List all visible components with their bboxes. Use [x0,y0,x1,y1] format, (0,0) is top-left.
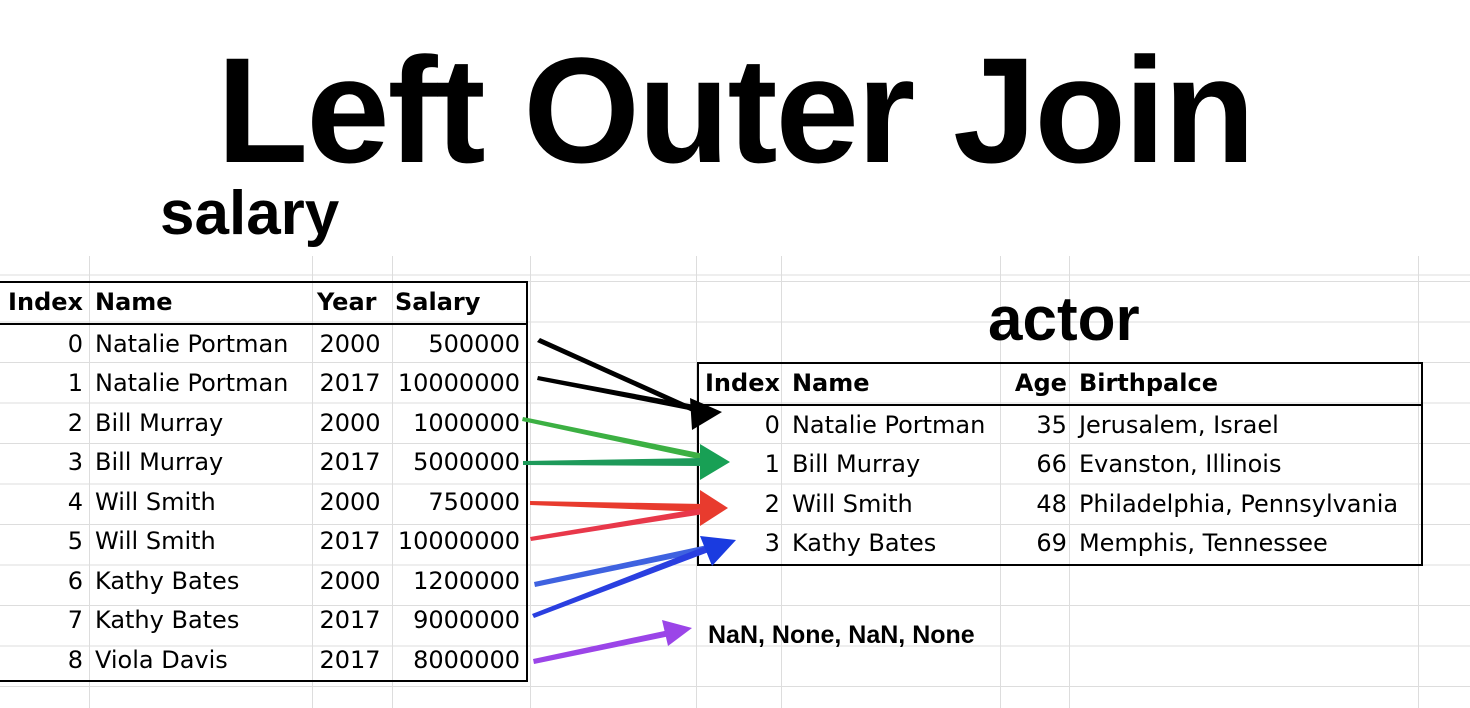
salary-header-index: Index [8,288,83,316]
salary-table-label: salary [160,179,340,248]
salary-row: 4 Will Smith 2000 750000 [0,483,527,523]
arrow-salary-2-to-actor-1 [522,417,704,460]
salary-cell-salary: 5000000 [413,448,520,476]
actor-header-row: Index Name Age Birthpalce [698,363,1422,405]
page-title: Left Outer Join [216,26,1256,194]
salary-cell-name: Kathy Bates [95,606,240,634]
salary-cell-salary: 9000000 [413,606,520,634]
actor-cell-age: 48 [1036,489,1067,518]
actor-header-age: Age [1014,369,1067,397]
salary-header-year: Year [317,288,377,316]
arrowhead-actor-3 [700,536,736,566]
actor-cell-index: 3 [764,529,780,557]
actor-row: 1 Bill Murray 66 Evanston, Illinois [698,445,1422,485]
actor-cell-index: 1 [764,450,780,478]
salary-cell-index: 2 [67,408,83,437]
salary-row: 7 Kathy Bates 2017 9000000 [0,601,527,641]
arrow-salary-7-to-actor-3 [532,544,714,618]
actor-cell-name: Natalie Portman [791,410,986,439]
actor-header-index: Index [705,369,780,397]
actor-cell-name: Kathy Bates [791,529,937,557]
actor-header-birthplace: Birthpalce [1078,369,1218,397]
salary-cell-name: Kathy Bates [95,566,240,595]
salary-cell-salary: 8000000 [413,645,520,674]
arrow-salary-8-to-no-match [533,630,670,664]
arrowhead-actor-0 [690,398,722,430]
salary-row: 2 Bill Murray 2000 1000000 [0,404,527,444]
actor-cell-name: Bill Murray [791,450,921,478]
actor-cell-index: 2 [764,489,780,518]
salary-cell-name: Natalie Portman [95,329,289,358]
salary-cell-index: 3 [67,448,83,476]
salary-cell-name: Bill Murray [95,448,224,476]
salary-cell-name: Will Smith [95,527,216,555]
salary-row: 3 Bill Murray 2017 5000000 [0,443,527,483]
salary-cell-index: 6 [67,566,83,595]
salary-row: 0 Natalie Portman 2000 500000 [0,324,527,365]
salary-header-row: Index Name Year Salary [0,282,527,324]
actor-header-name: Name [791,369,870,397]
salary-cell-year: 2000 [319,487,381,516]
actor-cell-index: 0 [764,410,780,439]
actor-cell-age: 66 [1036,450,1067,478]
arrow-salary-5-to-actor-2 [530,508,704,541]
salary-cell-index: 0 [67,329,83,358]
actor-cell-birthplace: Philadelphia, Pennsylvania [1078,489,1399,518]
salary-cell-year: 2000 [319,329,381,358]
arrow-salary-4-to-actor-2 [530,501,704,512]
arrow-salary-3-to-actor-1 [523,458,703,466]
salary-cell-year: 2000 [319,408,381,437]
salary-row: 6 Kathy Bates 2000 1200000 [0,562,527,602]
salary-cell-year: 2017 [319,527,381,555]
no-match-label: NaN, None, NaN, None [708,621,975,649]
salary-cell-index: 1 [67,369,83,397]
salary-cell-year: 2000 [319,566,381,595]
actor-table-label: actor [988,285,1140,354]
salary-row: 1 Natalie Portman 2017 10000000 [0,364,527,404]
actor-table: Index Name Age Birthpalce 0 Natalie Portm… [697,362,1423,566]
salary-row: 5 Will Smith 2017 10000000 [0,522,527,562]
salary-cell-salary: 500000 [428,329,520,358]
actor-row: 0 Natalie Portman 35 Jerusalem, Israel [698,405,1422,446]
actor-cell-birthplace: Evanston, Illinois [1078,450,1282,478]
arrow-salary-1-to-actor-0 [537,376,700,412]
salary-header-salary: Salary [395,288,481,316]
actor-cell-age: 35 [1036,410,1067,439]
arrowhead-actor-2 [700,490,728,526]
arrow-salary-6-to-actor-3 [534,544,714,587]
actor-cell-name: Will Smith [791,489,913,518]
salary-cell-name: Natalie Portman [95,369,289,397]
salary-cell-index: 7 [67,606,83,634]
salary-cell-name: Bill Murray [95,408,224,437]
salary-cell-salary: 1200000 [413,566,520,595]
salary-cell-salary: 1000000 [413,408,520,437]
salary-cell-index: 4 [67,487,83,516]
actor-cell-age: 69 [1036,529,1067,557]
actor-row: 3 Kathy Bates 69 Memphis, Tennessee [698,524,1422,565]
salary-cell-index: 5 [67,527,83,555]
salary-cell-name: Viola Davis [95,645,228,674]
salary-cell-year: 2017 [319,369,381,397]
salary-cell-year: 2017 [319,645,381,674]
actor-cell-birthplace: Memphis, Tennessee [1078,529,1328,557]
salary-cell-salary: 10000000 [397,527,520,555]
salary-cell-name: Will Smith [95,487,216,516]
salary-cell-salary: 750000 [428,487,520,516]
salary-cell-year: 2017 [319,606,381,634]
arrowhead-actor-1 [700,444,730,480]
salary-row: 8 Viola Davis 2017 8000000 [0,641,527,682]
salary-cell-salary: 10000000 [397,369,520,397]
salary-header-name: Name [95,288,173,316]
actor-row: 2 Will Smith 48 Philadelphia, Pennsylvania [698,485,1422,525]
spreadsheet-grid [0,256,1470,708]
arrow-salary-0-to-actor-0 [537,338,700,414]
salary-cell-year: 2017 [319,448,381,476]
actor-cell-birthplace: Jerusalem, Israel [1078,410,1279,439]
salary-cell-index: 8 [67,645,83,674]
arrowhead-no-match [662,620,692,646]
salary-table: Index Name Year Salary 0 Natalie Portman 2… [0,281,528,682]
